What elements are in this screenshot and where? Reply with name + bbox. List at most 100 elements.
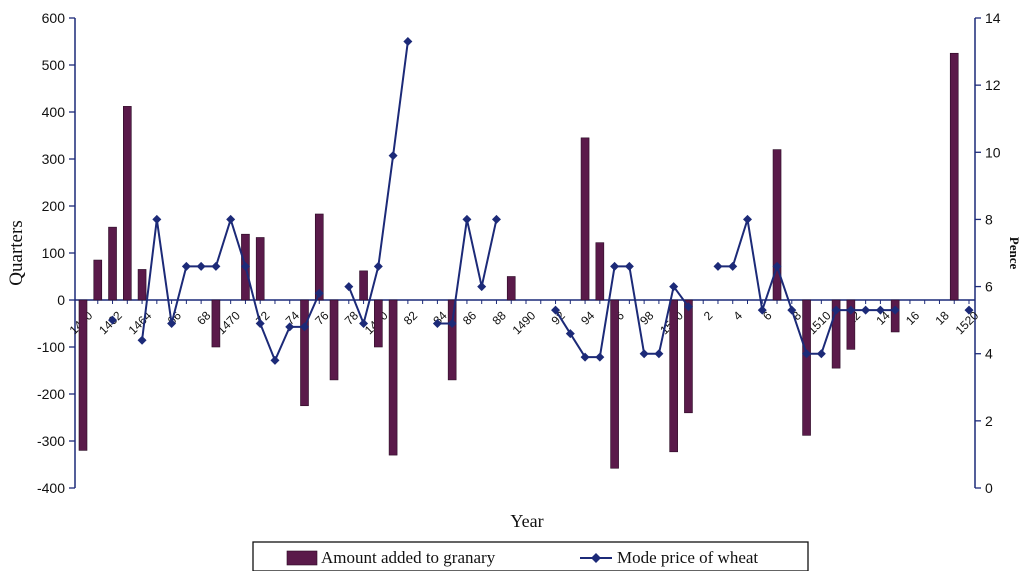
x-tick-label: 1464 [126, 308, 155, 337]
right-tick-label: 4 [985, 346, 993, 362]
x-tick-label: 16 [903, 308, 923, 328]
granary-bar [846, 299, 856, 350]
right-tick-label: 10 [985, 144, 1001, 160]
granary-bar [211, 299, 221, 348]
x-tick-label: 76 [312, 308, 332, 328]
wheat-price-point [447, 319, 457, 328]
granary-bar [255, 237, 265, 301]
left-tick-label: -200 [37, 386, 65, 402]
granary-bar [78, 299, 88, 451]
left-tick-label: -100 [37, 339, 65, 355]
legend-line-marker [591, 553, 601, 563]
wheat-price-point [359, 319, 369, 328]
left-tick-label: 400 [42, 104, 66, 120]
granary-bar [329, 299, 339, 381]
legend-box [252, 541, 809, 571]
granary-bar [506, 276, 516, 301]
wheat-price-line [437, 218, 498, 325]
x-tick-label: 68 [194, 308, 214, 328]
granary-bar [610, 299, 619, 469]
right-tick-label: 8 [985, 211, 993, 227]
granary-bar [388, 299, 398, 456]
wheat-price-line [554, 265, 690, 359]
granary-bar [802, 299, 811, 436]
right-tick-label: 6 [985, 279, 993, 295]
y-right-axis-title: Pence [1007, 237, 1022, 270]
wheat-price-point [846, 305, 856, 315]
left-tick-label: 600 [42, 10, 66, 26]
left-tick-label: 0 [57, 292, 65, 308]
wheat-price-point [551, 305, 561, 315]
wheat-price-point [270, 355, 280, 365]
wheat-price-point [240, 261, 250, 271]
wheat-price-point [610, 261, 620, 271]
wheat-price-point [654, 349, 664, 359]
legend-bar-label: Amount added to granary [321, 548, 496, 567]
x-tick-label: 88 [489, 308, 509, 328]
wheat-price-point [772, 261, 782, 271]
wheat-price-point [300, 322, 309, 332]
wheat-price-point [226, 214, 236, 224]
wheat-price-point [669, 282, 679, 292]
right-tick-label: 12 [985, 77, 1001, 93]
left-tick-label: -300 [37, 433, 65, 449]
granary-bar [108, 226, 117, 301]
wheat-price-point [491, 214, 501, 224]
granary-bar [359, 270, 368, 301]
wheat-price-line [141, 218, 321, 362]
x-tick-label: 1490 [510, 308, 539, 337]
right-tick-label: 0 [985, 480, 993, 496]
granary-bar [595, 242, 605, 301]
x-tick-label: 82 [401, 308, 421, 328]
legend-bar-swatch [286, 550, 318, 566]
wheat-price-point [757, 305, 767, 315]
wheat-price-point [403, 37, 413, 46]
x-axis-title: Year [510, 511, 543, 531]
left-tick-label: 200 [42, 198, 66, 214]
wheat-price-point [314, 288, 324, 298]
granary-bar [890, 299, 900, 333]
wheat-price-point [432, 319, 442, 328]
left-tick-label: -400 [37, 480, 65, 496]
wheat-price-point [802, 349, 812, 359]
wheat-price-point [211, 261, 221, 271]
wheat-price-point [255, 319, 265, 328]
wheat-price-point [683, 302, 693, 312]
granary-bar [772, 149, 782, 301]
x-tick-label: 1462 [96, 308, 125, 337]
right-tick-label: 2 [985, 413, 993, 429]
x-tick-label: 86 [460, 308, 480, 328]
wheat-price-point [462, 214, 472, 224]
wheat-price-point [344, 282, 354, 292]
granary-bar [93, 259, 103, 301]
x-tick-label: 2 [701, 308, 716, 323]
x-tick-label: 94 [578, 308, 598, 328]
wheat-price-point [787, 305, 797, 315]
left-tick-label: 500 [42, 57, 66, 73]
wheat-price-point [816, 349, 826, 359]
wheat-price-point [713, 261, 723, 271]
right-tick-label: 14 [985, 10, 1001, 26]
wheat-price-point [181, 261, 191, 271]
wheat-price-point [728, 261, 738, 271]
granary-bar [300, 299, 309, 407]
wheat-price-point [152, 214, 162, 224]
granary-bar [123, 106, 132, 301]
wheat-price-point [580, 352, 590, 362]
wheat-price-point [875, 305, 885, 315]
wheat-price-point [167, 319, 177, 328]
wheat-price-point [639, 349, 649, 359]
legend-line-label: Mode price of wheat [617, 548, 758, 567]
wheat-price-point [108, 315, 118, 325]
wheat-price-point [743, 214, 752, 224]
y-left-axis-title: Quarters [6, 220, 27, 285]
granary-bar [684, 299, 693, 414]
left-tick-label: 100 [42, 245, 66, 261]
wheat-price-point [831, 305, 841, 315]
granary-bar [669, 299, 678, 453]
granary-bar [314, 213, 324, 301]
wheat-price-point [595, 352, 605, 362]
x-tick-label: 18 [932, 308, 952, 328]
wheat-price-point [565, 329, 575, 339]
